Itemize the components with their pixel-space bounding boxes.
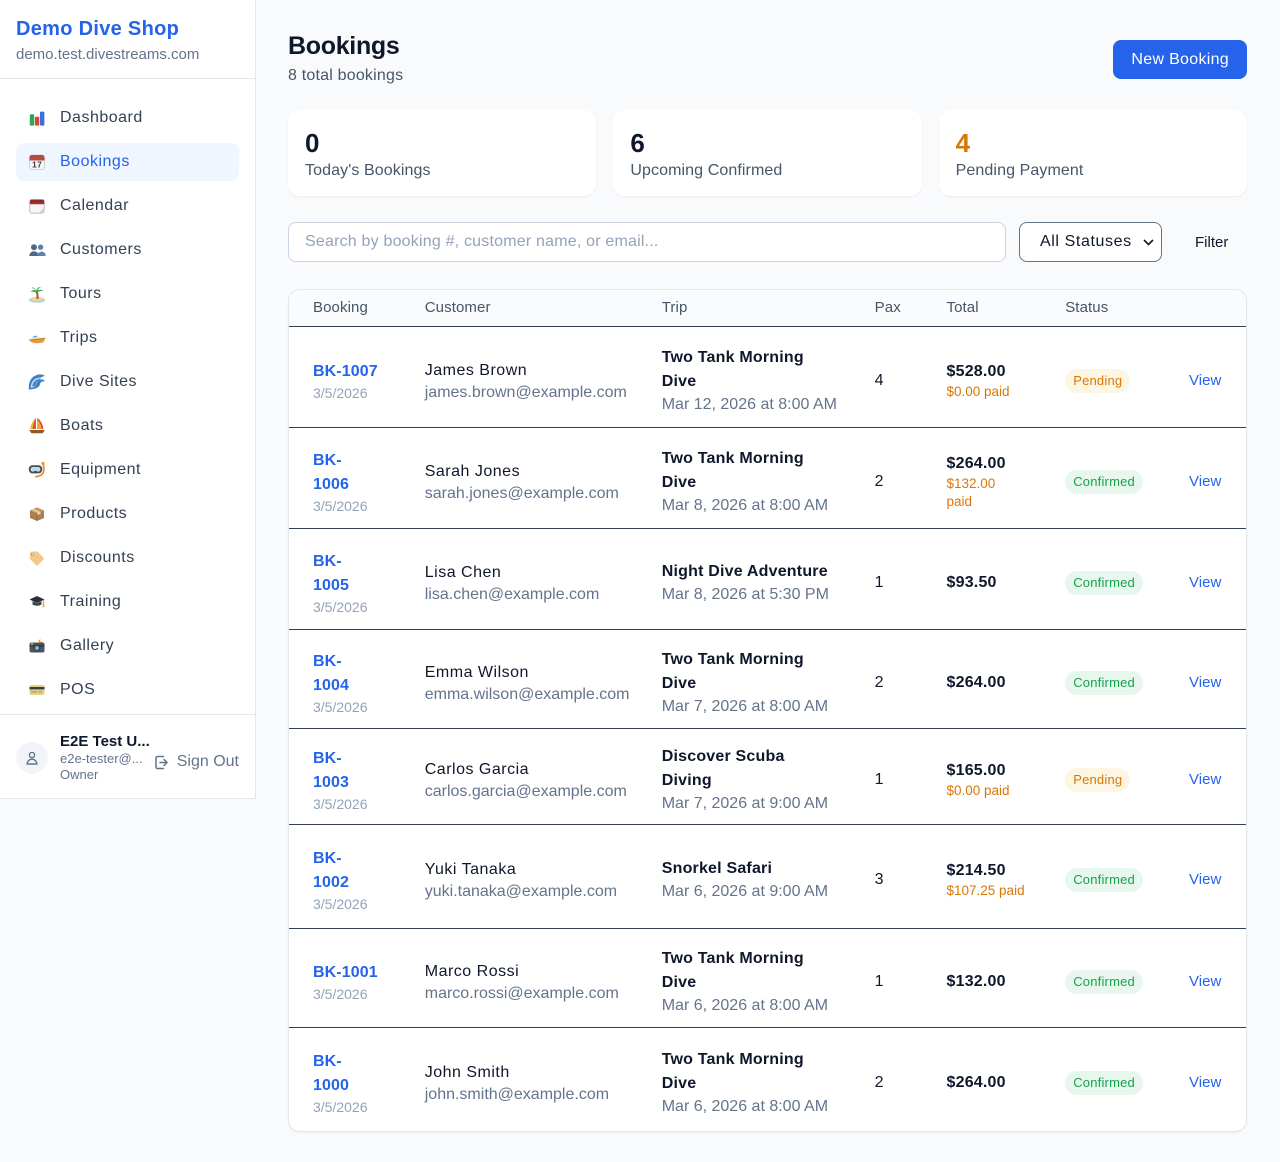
svg-text:17: 17 (32, 160, 42, 170)
